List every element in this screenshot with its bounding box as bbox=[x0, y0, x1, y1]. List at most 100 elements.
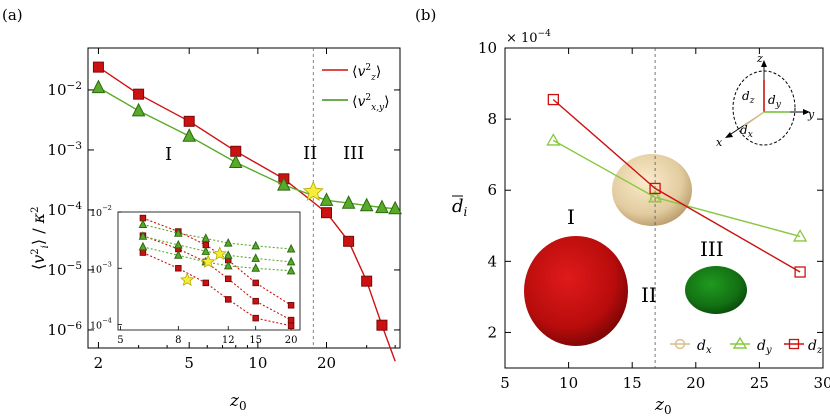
panel-b-ytick-label: 4 bbox=[487, 252, 497, 270]
inset-triangle-marker bbox=[251, 253, 261, 262]
inset-square-marker bbox=[224, 296, 232, 303]
axis-dx-label: dx bbox=[740, 123, 753, 140]
inset-triangle-marker bbox=[286, 265, 296, 275]
panel-b-ytick-label: 10 bbox=[478, 39, 497, 57]
panel-a-triangle-marker bbox=[388, 200, 402, 215]
panel-a-label: (a) bbox=[2, 6, 23, 24]
panel-b-xtick-label: 30 bbox=[813, 374, 830, 392]
panel-b-square-marker bbox=[794, 266, 806, 278]
region-label-I: I bbox=[165, 144, 172, 165]
inset-xtick-label: 15 bbox=[249, 335, 262, 346]
inset-square-marker bbox=[287, 302, 295, 309]
panel-b-series-line bbox=[552, 99, 801, 273]
panel-a-series-line bbox=[98, 66, 396, 362]
panel-b-yscale-label: × 10−4 bbox=[506, 29, 551, 46]
panel-a-triangle-marker bbox=[277, 177, 291, 191]
panel-b-xtick-label: 15 bbox=[623, 374, 642, 392]
panel-b-ytick-label: 2 bbox=[487, 323, 497, 341]
panel-b-xtick-label: 25 bbox=[750, 374, 769, 392]
panel-a-triangle-marker bbox=[341, 195, 356, 209]
panel-b-ticks: 5 10 15 20 25 30 2 4 6 8 10 bbox=[478, 39, 830, 392]
inset-crossing-star bbox=[212, 246, 227, 261]
inset-xtick-label: 12 bbox=[222, 335, 235, 346]
panel-a-triangle-marker bbox=[359, 197, 374, 212]
panel-a-ytick-label: 10−6 bbox=[47, 320, 82, 339]
panel-a-triangle-marker bbox=[131, 102, 146, 117]
panel-b-series-line bbox=[552, 139, 801, 238]
legend-label-dx: dx bbox=[697, 338, 712, 356]
panel-a-triangle-marker bbox=[375, 199, 389, 214]
inset-series-line bbox=[142, 252, 292, 327]
legend-marker-dz bbox=[788, 338, 800, 350]
panel-a-square-marker bbox=[133, 88, 145, 100]
panel-a-square-marker bbox=[376, 319, 388, 331]
inset-crossing-star bbox=[180, 272, 195, 287]
inset-triangle-marker bbox=[251, 263, 261, 272]
inset-xtick-label: 5 bbox=[117, 335, 123, 346]
axis-x-label: x bbox=[716, 136, 723, 149]
sphere-region-I bbox=[524, 236, 628, 346]
sphere-region-III bbox=[685, 266, 747, 314]
inset-triangle-marker bbox=[286, 256, 296, 266]
panel-b-legend: dx dy dz bbox=[670, 336, 823, 356]
panel-b-triangle-marker bbox=[647, 190, 663, 203]
panel-b-square-marker bbox=[547, 93, 559, 106]
axis-y-label: y bbox=[807, 108, 815, 121]
inset-triangle-marker bbox=[201, 246, 211, 255]
panel-a-triangle-marker bbox=[182, 128, 197, 142]
panel-a-xtick-label: 10 bbox=[248, 354, 267, 372]
panel-a-series bbox=[91, 48, 402, 362]
panel-a-square-marker bbox=[343, 235, 355, 247]
panel-b-square-marker bbox=[649, 182, 661, 195]
sphere-region-II bbox=[612, 154, 692, 226]
legend-label-dy: dy bbox=[757, 338, 772, 356]
panel-a-series-line bbox=[98, 86, 396, 210]
panel-b-ylabel: di bbox=[452, 196, 468, 219]
inset-triangle-marker bbox=[174, 250, 183, 259]
region-b-label-III: III bbox=[700, 237, 724, 261]
panel-a-xtick-label: 2 bbox=[94, 354, 104, 372]
panel-a-ticks: 2 5 10 20 10−2 10−3 10−4 10−5 10−6 bbox=[47, 48, 400, 372]
inset-ytick-label: 10−3 bbox=[90, 260, 112, 275]
panel-a-xlabel: z0 bbox=[229, 391, 247, 413]
panel-b-xtick-label: 5 bbox=[500, 374, 510, 392]
inset-triangle-marker bbox=[223, 260, 233, 270]
inset-triangle-marker bbox=[286, 243, 296, 253]
inset-series bbox=[138, 214, 296, 330]
inset-ytick-label: 10−4 bbox=[90, 317, 112, 332]
inset-square-marker bbox=[224, 275, 232, 283]
legend-marker-dy bbox=[732, 336, 748, 349]
axis-dz-label: dz bbox=[742, 89, 755, 106]
panel-b-frame bbox=[504, 47, 824, 369]
inset-square-marker bbox=[287, 322, 295, 330]
axis-z-label: z bbox=[756, 52, 763, 65]
inset-triangle-marker bbox=[138, 219, 148, 228]
axis-x-arrowhead bbox=[725, 132, 733, 138]
inset-triangle-marker bbox=[138, 231, 148, 240]
inset-xtick-label: 20 bbox=[285, 335, 298, 346]
panel-b-ytick-label: 8 bbox=[487, 110, 497, 128]
panel-a-square-marker bbox=[321, 207, 333, 219]
panel-a-triangle-marker bbox=[319, 192, 334, 206]
panel-a-triangle-marker bbox=[91, 79, 106, 94]
panel-a-legend: ⟨v2z⟩ ⟨v2x,y⟩ bbox=[322, 63, 390, 113]
inset-square-marker bbox=[252, 297, 259, 305]
inset-triangle-marker bbox=[138, 241, 148, 251]
inset-square-marker bbox=[252, 279, 259, 287]
panel-a-ytick-label: 10−4 bbox=[47, 200, 82, 219]
axis-z-arrowhead bbox=[761, 60, 767, 67]
inset-square-marker bbox=[175, 265, 182, 272]
inset-triangle-marker bbox=[174, 228, 183, 237]
panel-b-triangle-marker bbox=[792, 229, 808, 242]
inset-triangle-marker bbox=[223, 250, 233, 259]
panel-b-ytick-label: 6 bbox=[487, 181, 497, 199]
inset-triangle-marker bbox=[223, 238, 233, 247]
panel-a-xtick-label: 20 bbox=[317, 354, 336, 372]
inset-triangle-marker bbox=[251, 240, 261, 250]
legend-marker-dx bbox=[674, 338, 686, 350]
axis-dy-label: dy bbox=[768, 93, 782, 110]
panel-b-label: (b) bbox=[415, 6, 436, 24]
panel-a-ytick-label: 10−5 bbox=[47, 260, 82, 279]
region-b-label-I: I bbox=[567, 205, 575, 229]
